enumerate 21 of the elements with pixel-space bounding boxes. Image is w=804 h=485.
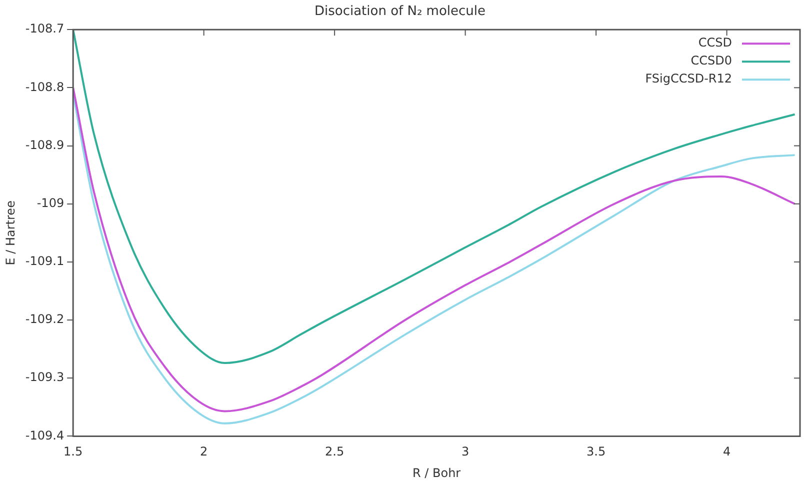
y-axis-title: E / Hartree	[3, 200, 18, 266]
x-tick-label: 4	[722, 444, 731, 459]
x-axis-title: R / Bohr	[412, 466, 461, 480]
x-tick-label: 3	[461, 444, 470, 459]
y-tick-label: -108.8	[25, 80, 64, 94]
chart-title: Disociation of N₂ molecule	[314, 4, 486, 20]
legend-label: CCSD	[698, 36, 732, 50]
y-tick-label: -108.7	[25, 22, 64, 36]
y-tick-label: -109.1	[25, 254, 64, 268]
y-tick-label: -109	[36, 196, 64, 210]
y-tick-label: -108.9	[25, 138, 64, 152]
x-tick-label: 1.5	[64, 444, 83, 459]
line-series	[73, 30, 796, 364]
legend-label: CCSD0	[690, 54, 732, 68]
x-tick-label: 2.5	[325, 444, 344, 459]
y-tick-label: -109.2	[25, 312, 64, 326]
y-tick-label: -109.4	[25, 428, 64, 442]
y-tick-label: -109.3	[25, 370, 64, 384]
x-tick-label: 3.5	[586, 444, 606, 459]
legend-label: FSigCCSD-R12	[645, 72, 732, 86]
x-tick-label: 2	[200, 444, 208, 459]
